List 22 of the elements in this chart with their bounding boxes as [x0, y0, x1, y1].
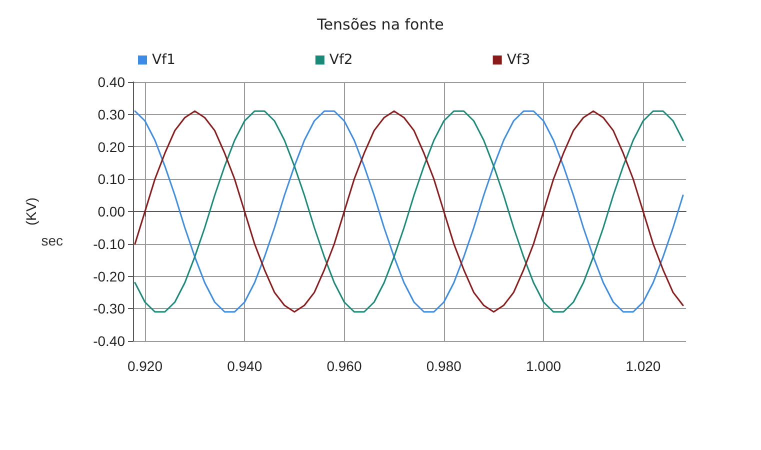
line-series [134, 110, 684, 313]
x-tick-label: 0.960 [326, 358, 362, 374]
y-tick-label: -0.40 [93, 333, 126, 349]
legend-label: Vf1 [152, 52, 176, 68]
y-axis-title: (KV) [23, 198, 39, 226]
y-tick-label: 0.30 [98, 106, 126, 122]
x-axis-title: sec [41, 232, 63, 248]
legend-label: Vf2 [329, 52, 353, 68]
y-tick-label: 0.10 [98, 171, 126, 188]
y-tick-label: 0.40 [98, 74, 126, 90]
y-tick-label: -0.30 [93, 300, 126, 317]
x-tick-label: 0.980 [426, 358, 462, 374]
chart-title: Tensões na fonte [316, 16, 444, 34]
y-tick-label: -0.20 [93, 268, 126, 284]
y-tick-label: -0.10 [93, 236, 126, 252]
x-tick-label: 1.000 [526, 358, 562, 374]
y-tick-label: 0.00 [98, 204, 126, 220]
y-tick-label: 0.20 [98, 138, 126, 155]
x-tick-label: 0.920 [127, 358, 163, 374]
legend-label: Vf3 [506, 52, 530, 68]
x-tick-label: 0.940 [227, 358, 262, 374]
x-tick-label: 1.020 [626, 358, 661, 374]
